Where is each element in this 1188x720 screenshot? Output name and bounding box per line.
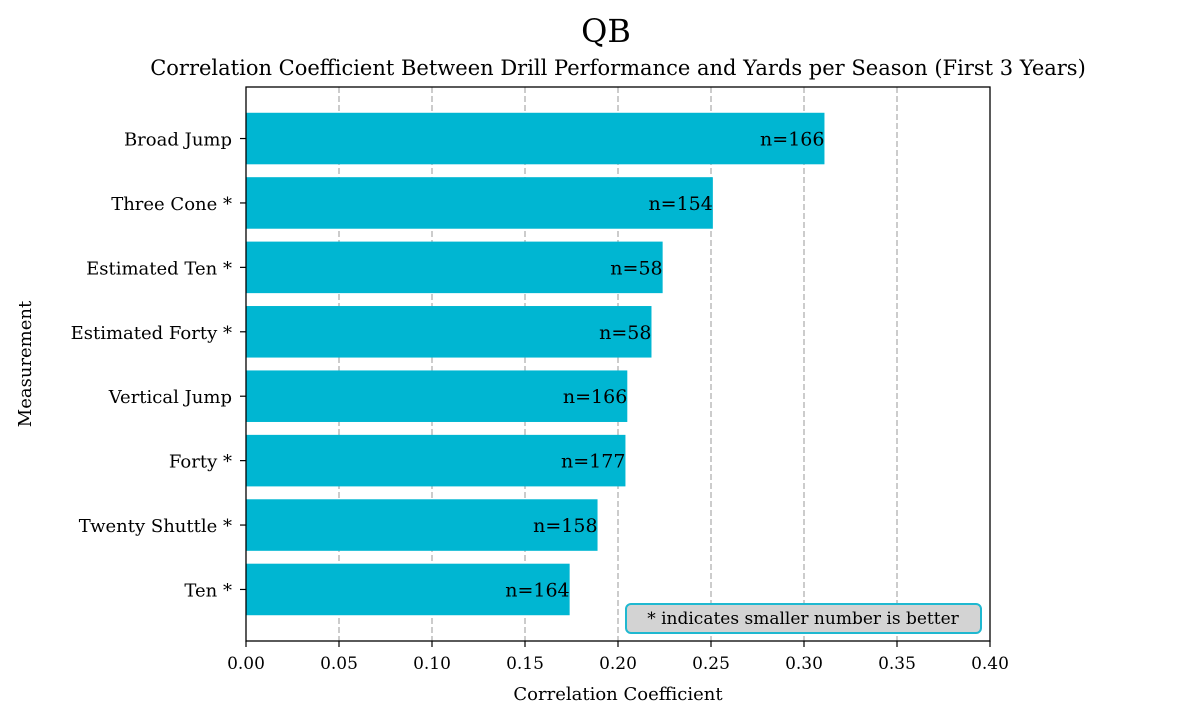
bar-data-label: n=58 [599,322,651,344]
y-tick-label: Estimated Forty * [71,323,232,344]
bar [246,177,713,229]
y-tick-label: Estimated Ten * [86,258,232,279]
x-tick-label: 0.25 [692,654,730,674]
chart-subtitle: Correlation Coefficient Between Drill Pe… [150,56,1086,80]
bar-data-label: n=154 [648,193,712,215]
bar-data-label: n=164 [505,579,569,601]
bar [246,112,825,165]
x-tick-label: 0.10 [413,654,451,674]
y-tick-label: Ten * [184,580,232,601]
x-axis: 0.00 0.05 0.10 0.15 0.20 0.25 0.30 0.35 0.40 [227,641,1009,674]
y-axis: Ten * Twenty Shuttle * Forty * Vertical Jum… [71,130,246,601]
bar-data-label: n=166 [760,129,824,151]
annotation-box: * indicates smaller number is better [625,603,982,634]
bars: n=164 n=158 n=177 n=166 n=58 n=58 n=154 n=166 [246,112,825,616]
bar-data-label: n=58 [610,257,662,279]
x-tick-label: 0.00 [227,654,265,674]
bar [246,241,663,294]
bar [246,563,570,616]
y-tick-label: Twenty Shuttle * [79,516,232,537]
bar [246,434,626,487]
x-tick-label: 0.40 [971,654,1009,674]
x-tick-label: 0.35 [878,654,916,674]
bar-data-label: n=158 [533,515,597,537]
y-axis-label: Measurement [15,300,36,427]
y-tick-label: Vertical Jump [108,387,232,408]
annotation-text: * indicates smaller number is better [647,609,959,629]
y-tick-label: Broad Jump [124,130,232,151]
y-tick-label: Three Cone * [111,194,232,215]
bar-data-label: n=166 [563,386,627,408]
x-tick-label: 0.05 [320,654,358,674]
bar [246,306,652,358]
grid-lines [338,87,898,641]
chart-title: QB [581,12,631,50]
x-tick-label: 0.30 [785,654,823,674]
x-axis-label: Correlation Coefficient [513,684,723,705]
bar [246,370,628,422]
bar [246,499,598,551]
bar-data-label: n=177 [561,451,625,473]
y-tick-label: Forty * [169,452,232,473]
x-tick-label: 0.20 [599,654,637,674]
x-tick-label: 0.15 [506,654,544,674]
